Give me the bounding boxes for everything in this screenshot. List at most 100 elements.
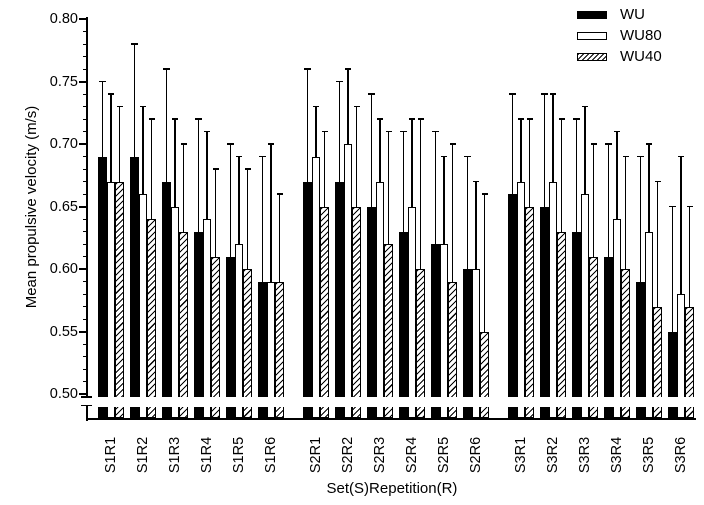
errorbar-cap-wu-s2r6 <box>464 155 471 158</box>
bar-wu-s3r4 <box>604 256 613 418</box>
y-tick-major <box>79 80 87 83</box>
errorbar-wu40-s2r6 <box>484 194 486 332</box>
y-tick-minor <box>82 243 87 245</box>
x-category-label-s3r2: S3R2 <box>545 436 562 474</box>
errorbar-cap-wu80-s1r5 <box>235 155 243 158</box>
x-category-label-s2r3: S2R3 <box>372 436 389 474</box>
bar-wu80-s3r1 <box>516 181 526 418</box>
x-category-label-s3r4: S3R4 <box>609 436 626 474</box>
x-category-label-s2r5: S2R5 <box>436 436 453 474</box>
bar-wu-s1r5 <box>226 256 235 418</box>
x-category-label-s3r1: S3R1 <box>513 436 530 474</box>
errorbar-wu-s2r2 <box>338 81 340 182</box>
y-tick-minor <box>82 156 87 158</box>
x-category-label-s3r6: S3R6 <box>673 436 690 474</box>
errorbar-wu40-s2r1 <box>324 131 326 207</box>
errorbar-wu80-s2r5 <box>443 156 445 244</box>
errorbar-wu-s3r6 <box>671 206 673 332</box>
errorbar-cap-wu80-s1r1 <box>107 93 115 95</box>
bar-wu-s1r1 <box>98 156 107 418</box>
errorbar-cap-wu80-s2r5 <box>440 155 448 158</box>
errorbar-cap-wu-s1r2 <box>131 43 138 45</box>
bar-wu40-s2r3 <box>384 244 394 418</box>
errorbar-cap-wu80-s1r4 <box>203 130 211 133</box>
bar-wu80-s1r4 <box>202 219 212 418</box>
bar-wu40-s1r2 <box>147 219 157 418</box>
errorbar-cap-wu80-s3r2 <box>549 93 557 95</box>
errorbar-cap-wu80-s3r3 <box>581 105 589 108</box>
errorbar-wu-s2r1 <box>306 69 308 182</box>
bar-wu-s1r3 <box>162 181 171 418</box>
bar-wu-s2r4 <box>399 231 408 418</box>
errorbar-wu40-s2r2 <box>356 106 358 207</box>
legend-label-wu: WU <box>620 6 645 23</box>
y-tick-minor <box>82 231 87 233</box>
y-tick-major <box>79 143 87 145</box>
bar-wu40-s1r6 <box>275 281 285 418</box>
y-tick-minor <box>82 218 87 220</box>
x-category-label-s2r6: S2R6 <box>468 436 485 474</box>
bar-wu40-s3r2 <box>557 231 567 418</box>
errorbar-wu-s1r4 <box>197 119 199 232</box>
errorbar-cap-wu-s2r1 <box>304 68 311 70</box>
errorbar-cap-wu40-s1r4 <box>212 168 219 170</box>
y-tick-minor <box>82 193 87 195</box>
errorbar-cap-wu-s2r4 <box>400 130 407 133</box>
errorbar-cap-wu80-s3r4 <box>613 130 621 133</box>
errorbar-cap-wu-s1r1 <box>99 80 106 83</box>
errorbar-wu80-s3r6 <box>680 156 682 294</box>
errorbar-wu40-s3r2 <box>561 119 563 232</box>
bar-wu-s3r2 <box>540 206 549 418</box>
y-tick-minor <box>82 293 87 295</box>
y-tick-minor <box>82 131 87 133</box>
errorbar-cap-wu-s3r5 <box>637 155 644 158</box>
bar-wu80-s2r6 <box>471 269 481 418</box>
bar-wu-s2r6 <box>463 269 472 418</box>
errorbar-cap-wu40-s3r5 <box>654 180 661 183</box>
y-tick-minor <box>82 56 87 58</box>
errorbar-cap-wu40-s2r4 <box>417 118 424 120</box>
bar-wu40-s1r4 <box>211 256 221 418</box>
y-tick-major <box>79 18 87 20</box>
errorbar-cap-wu40-s1r5 <box>244 168 251 170</box>
y-tick-minor <box>82 43 87 45</box>
legend-swatch-wu40 <box>577 52 607 61</box>
errorbar-cap-wu-s1r6 <box>259 155 266 158</box>
bar-wu-s3r1 <box>508 194 517 418</box>
errorbar-cap-wu80-s3r1 <box>517 118 525 120</box>
x-category-label-s2r1: S2R1 <box>308 436 325 474</box>
errorbar-cap-wu80-s3r5 <box>645 143 653 145</box>
y-tick-minor <box>82 31 87 33</box>
errorbar-wu80-s3r5 <box>648 144 650 232</box>
errorbar-wu80-s1r5 <box>238 156 240 244</box>
errorbar-cap-wu80-s2r2 <box>344 68 352 70</box>
errorbar-cap-wu40-s3r2 <box>558 118 565 120</box>
bar-wu80-s3r4 <box>612 219 622 418</box>
errorbar-cap-wu80-s3r6 <box>677 155 685 158</box>
y-tick-major <box>79 393 87 395</box>
errorbar-cap-wu40-s2r6 <box>481 193 488 195</box>
y-axis-line-lower <box>86 406 89 421</box>
bar-wu40-s1r5 <box>243 269 253 418</box>
errorbar-cap-wu-s2r2 <box>336 80 343 83</box>
bar-wu80-s2r5 <box>439 244 449 418</box>
errorbar-cap-wu80-s1r6 <box>267 143 275 145</box>
bar-wu80-s1r1 <box>106 181 116 418</box>
errorbar-wu-s1r5 <box>229 144 231 257</box>
y-axis-break-mark <box>81 404 92 407</box>
x-category-label-s1r6: S1R6 <box>263 436 280 474</box>
bar-wu40-s2r1 <box>320 206 330 418</box>
errorbar-wu-s3r5 <box>639 156 641 282</box>
errorbar-cap-wu40-s2r1 <box>321 130 328 133</box>
y-tick-major <box>79 330 87 333</box>
bar-wu40-s2r6 <box>480 331 490 418</box>
errorbar-cap-wu40-s1r2 <box>148 118 155 120</box>
x-category-label-s1r5: S1R5 <box>231 436 248 474</box>
errorbar-wu-s3r1 <box>511 94 513 194</box>
y-tick-label: 0.55 <box>49 323 78 340</box>
errorbar-cap-wu-s2r5 <box>432 130 439 133</box>
y-tick-label: 0.65 <box>49 198 78 215</box>
bar-wu40-s3r6 <box>685 306 695 418</box>
y-axis-line-upper <box>86 17 89 397</box>
